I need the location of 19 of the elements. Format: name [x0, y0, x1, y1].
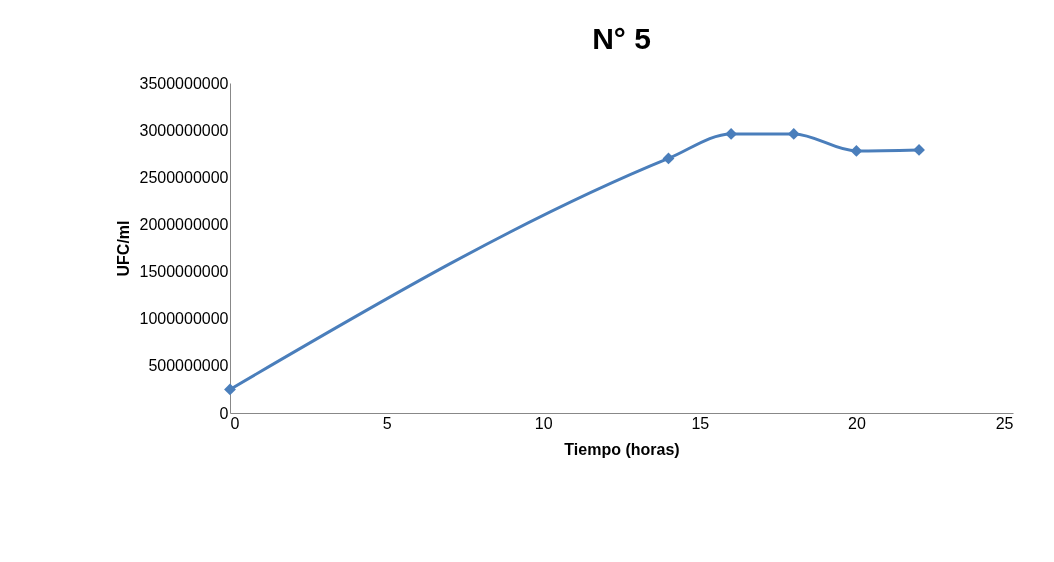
x-tick-label: 5 — [382, 414, 392, 432]
x-tick-label: 0 — [230, 414, 240, 432]
point — [224, 383, 236, 396]
y-axis-title: UFC/ml — [114, 220, 132, 277]
y-tick-label: 3000000000 — [139, 121, 229, 139]
x-tick-label: 20 — [848, 414, 866, 432]
x-tick-label: 25 — [995, 414, 1014, 432]
y-tick-label: 2000000000 — [139, 215, 229, 233]
y-tick-label: 1500000000 — [139, 263, 229, 281]
chart-title: N° 5 — [592, 22, 651, 55]
x-axis-title: Tiempo (horas) — [564, 440, 680, 458]
x-tick-label: 15 — [691, 414, 710, 432]
y-tick-label: 2500000000 — [139, 168, 229, 186]
x-tick-label: 10 — [534, 414, 553, 432]
y-tick-label: 500000000 — [148, 357, 229, 375]
y-tick-label: 1000000000 — [139, 310, 229, 328]
point — [913, 144, 925, 156]
point — [662, 152, 675, 165]
y-tick-label: 3500000000 — [139, 74, 229, 92]
